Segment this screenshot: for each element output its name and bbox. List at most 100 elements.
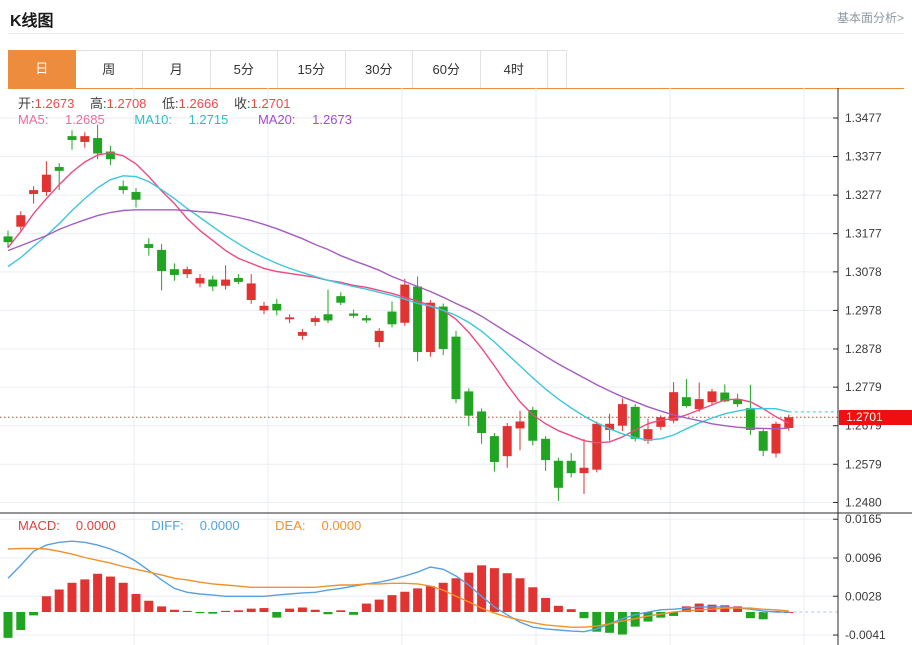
- ohlc-readout: 开:1.2673 高:1.2708 低:1.2666 收:1.2701: [18, 93, 302, 112]
- macd-bar: [617, 612, 627, 635]
- candle-body: [361, 318, 371, 321]
- macd-bar: [233, 610, 243, 612]
- high-value: 1.2708: [106, 96, 147, 111]
- y-axis-label: 1.2978: [845, 303, 882, 317]
- candle-body: [310, 318, 320, 322]
- candle-body: [221, 279, 231, 286]
- macd-bar: [425, 586, 435, 612]
- ma20-readout: MA20: 1.2673: [257, 112, 352, 127]
- candle-body: [387, 311, 397, 325]
- macd-axis-label: 0.0165: [845, 512, 882, 526]
- macd-bar: [438, 582, 448, 612]
- ma-readout: MA5: 1.2685 MA10: 1.2715 MA20: 1.2673: [18, 112, 378, 127]
- macd-bar: [131, 594, 141, 612]
- header-divider: [8, 33, 904, 34]
- dea-line: [7, 547, 789, 628]
- open-value: 1.2673: [34, 96, 75, 111]
- tab-日[interactable]: 日: [8, 50, 76, 88]
- macd-bar: [502, 573, 512, 612]
- macd-bar: [541, 597, 551, 612]
- tab-30分[interactable]: 30分: [345, 50, 413, 88]
- ma10-readout: MA10: 1.2715: [134, 112, 229, 127]
- candle-body: [656, 417, 666, 427]
- macd-bar: [413, 588, 423, 612]
- period-tabbar: 日周月 5分 15分 30分 60分 4时: [8, 50, 904, 89]
- macd-bar: [361, 603, 371, 612]
- candle-body: [745, 407, 755, 430]
- tab-4时[interactable]: 4时: [480, 50, 548, 88]
- candle-body: [131, 192, 141, 200]
- candle-body: [451, 336, 461, 400]
- candle-body: [29, 190, 39, 194]
- macd-bar: [553, 605, 563, 612]
- y-axis-label: 1.3277: [845, 188, 882, 202]
- macd-axis-label: 0.0096: [845, 551, 882, 565]
- candle-body: [336, 296, 346, 303]
- macd-value-readout: MACD: 0.0000: [18, 518, 116, 533]
- macd-bar: [374, 599, 384, 612]
- macd-bar: [169, 609, 179, 612]
- candle-body: [477, 411, 487, 434]
- ma5-readout: MA5: 1.2685: [18, 112, 105, 127]
- diff-value-readout: DIFF: 0.0000: [151, 518, 240, 533]
- candle-body: [528, 409, 538, 441]
- macd-bar: [528, 587, 538, 612]
- high-label: 高:: [90, 96, 107, 111]
- macd-bar: [182, 610, 192, 612]
- low-value: 1.2666: [178, 96, 219, 111]
- candle-body: [758, 431, 768, 451]
- macd-readout: MACD: 0.0000 DIFF: 0.0000 DEA: 0.0000: [18, 518, 393, 533]
- macd-bar: [669, 612, 679, 616]
- macd-bar: [144, 600, 154, 612]
- macd-bar: [464, 572, 474, 612]
- last-price-badge: 1.2701: [839, 410, 912, 425]
- y-axis-label: 1.3377: [845, 150, 882, 164]
- tabbar-spacer: [548, 50, 567, 88]
- ma10-line: [7, 175, 789, 441]
- macd-axis-label: -0.0041: [845, 628, 886, 642]
- macd-bar: [285, 608, 295, 612]
- macd-bar: [336, 610, 346, 612]
- macd-bar: [323, 612, 333, 615]
- macd-bar: [477, 565, 487, 612]
- candle-body: [566, 460, 576, 474]
- candle-body: [195, 278, 205, 284]
- macd-bar: [451, 578, 461, 612]
- candle-body: [707, 391, 717, 403]
- tab-15分[interactable]: 15分: [278, 50, 346, 88]
- candle-body: [694, 399, 704, 410]
- macd-bar: [259, 608, 269, 612]
- macd-bar: [681, 606, 691, 612]
- macd-bar: [515, 578, 525, 612]
- y-axis-label: 1.2480: [845, 495, 882, 509]
- candle-body: [323, 314, 333, 321]
- tab-5分[interactable]: 5分: [210, 50, 278, 88]
- page-title: K线图: [10, 13, 54, 30]
- candle-body: [246, 283, 256, 301]
- y-axis-label: 1.3177: [845, 227, 882, 241]
- y-axis-label: 1.2878: [845, 342, 882, 356]
- macd-bar: [643, 612, 653, 622]
- candle-body: [259, 305, 269, 311]
- candle-body: [208, 279, 218, 287]
- macd-bar: [310, 609, 320, 612]
- candle-body: [643, 429, 653, 441]
- tab-月[interactable]: 月: [143, 50, 211, 88]
- tab-周[interactable]: 周: [75, 50, 143, 88]
- candle-body: [502, 426, 512, 457]
- macd-bar: [592, 612, 602, 632]
- candle-body: [617, 404, 627, 426]
- macd-bar: [118, 582, 128, 612]
- candle-body: [553, 460, 563, 488]
- candle-body: [605, 423, 615, 430]
- macd-bar: [707, 604, 717, 612]
- tab-60分[interactable]: 60分: [413, 50, 481, 88]
- macd-bar: [349, 612, 359, 615]
- candle-body: [3, 236, 13, 243]
- candle-body: [297, 332, 307, 336]
- y-axis-label: 1.2779: [845, 380, 882, 394]
- diff-line: [7, 540, 789, 633]
- fundamental-analysis-link[interactable]: 基本面分析>: [836, 11, 904, 25]
- macd-bar: [272, 612, 282, 618]
